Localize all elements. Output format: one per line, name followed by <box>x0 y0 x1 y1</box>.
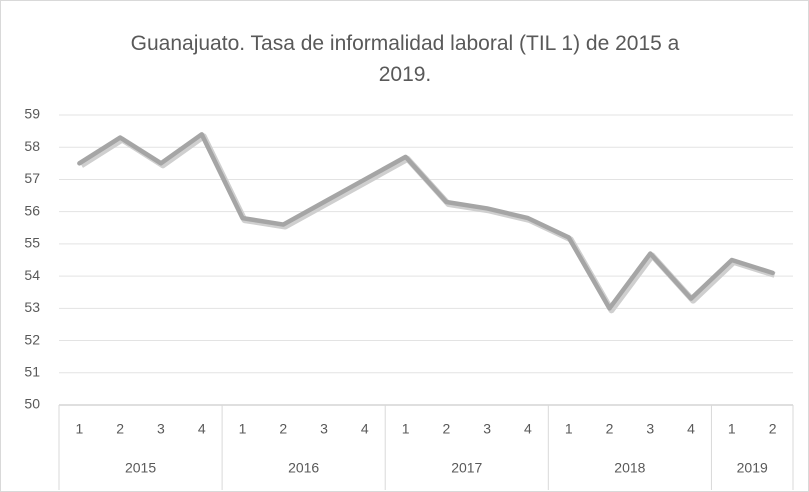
x-tick-label: 3 <box>646 421 654 437</box>
x-tick-label: 2 <box>606 421 614 437</box>
chart-title: Guanajuato. Tasa de informalidad laboral… <box>130 32 680 86</box>
x-tick-label: 3 <box>157 421 165 437</box>
x-tick-label: 1 <box>75 421 83 437</box>
x-group-label: 2015 <box>125 460 156 476</box>
x-tick-label: 2 <box>279 421 287 437</box>
y-tick-label: 56 <box>24 202 40 218</box>
y-tick-label: 58 <box>24 138 40 154</box>
x-group-label: 2016 <box>288 460 319 476</box>
y-tick-label: 51 <box>24 363 40 379</box>
y-tick-label: 59 <box>24 106 40 122</box>
y-tick-label: 54 <box>24 267 40 283</box>
y-tick-label: 57 <box>24 170 40 186</box>
x-tick-label: 2 <box>442 421 450 437</box>
x-tick-label: 2 <box>116 421 124 437</box>
x-tick-label: 1 <box>728 421 736 437</box>
y-tick-label: 55 <box>24 235 40 251</box>
y-tick-label: 53 <box>24 299 40 315</box>
y-tick-label: 52 <box>24 331 40 347</box>
x-group-label: 2017 <box>451 460 482 476</box>
x-group-label: 2019 <box>737 460 768 476</box>
x-tick-label: 1 <box>565 421 573 437</box>
x-tick-label: 2 <box>769 421 777 437</box>
x-tick-label: 1 <box>239 421 247 437</box>
x-tick-label: 1 <box>402 421 410 437</box>
y-tick-label: 50 <box>24 396 40 412</box>
x-group-label: 2018 <box>614 460 645 476</box>
x-tick-label: 4 <box>524 421 532 437</box>
x-tick-label: 3 <box>483 421 491 437</box>
x-tick-label: 4 <box>361 421 369 437</box>
x-tick-label: 4 <box>198 421 206 437</box>
line-shadow <box>79 133 776 314</box>
series-line <box>77 132 775 311</box>
x-tick-label: 4 <box>687 421 695 437</box>
x-tick-label: 3 <box>320 421 328 437</box>
